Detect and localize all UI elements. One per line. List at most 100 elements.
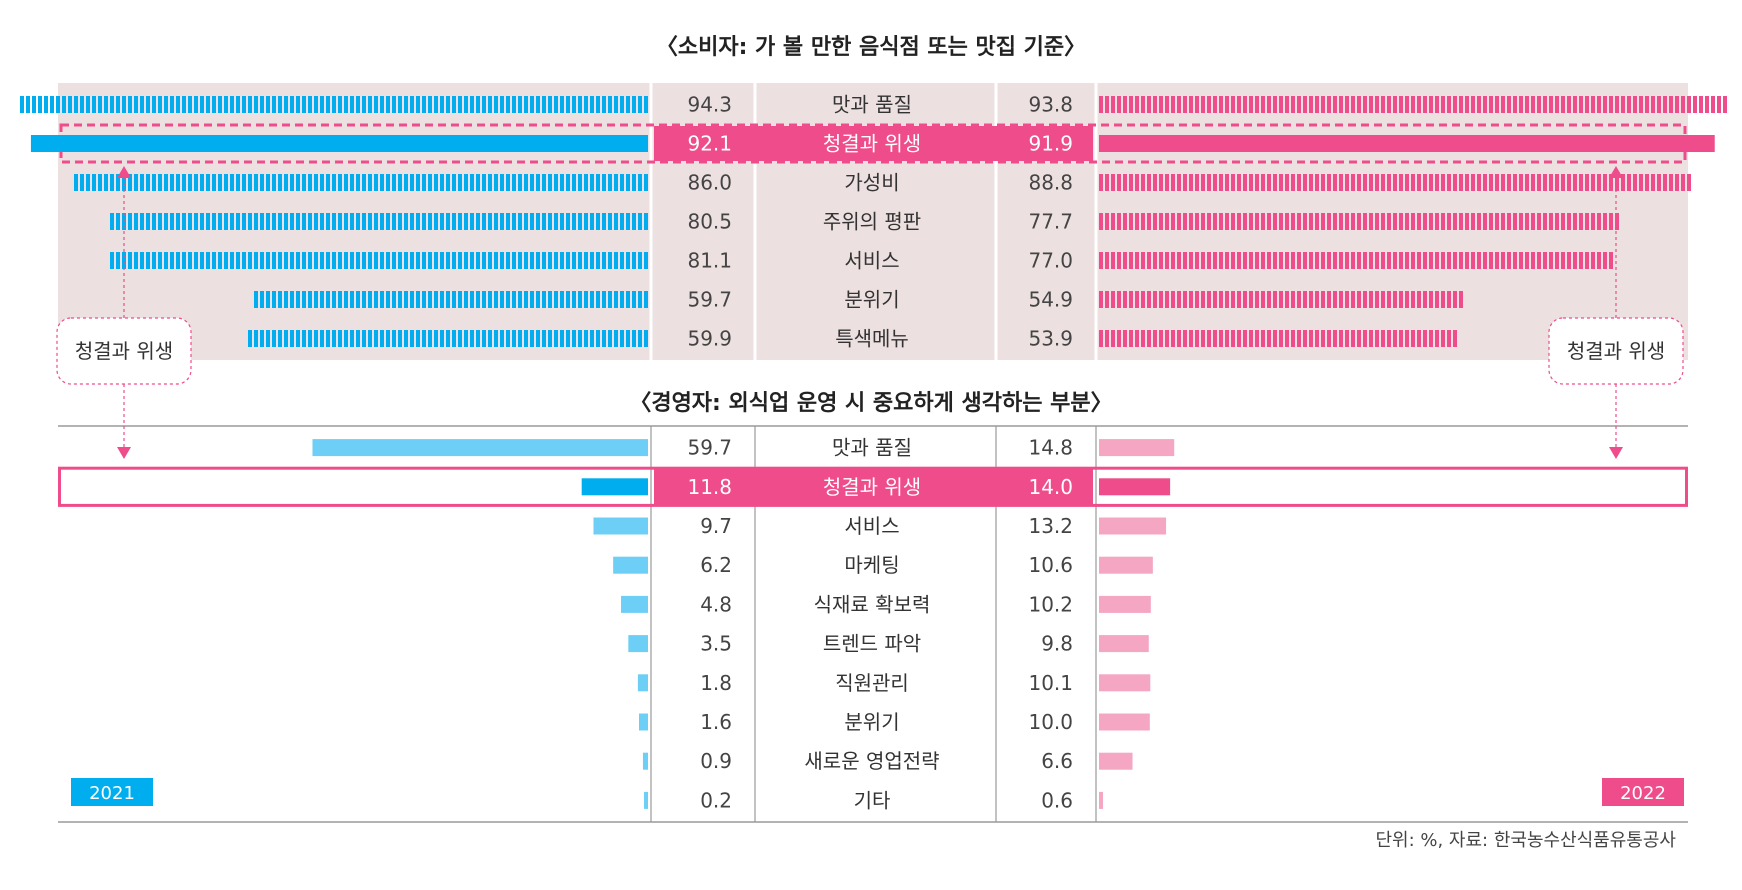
bar-2022 [1099,517,1167,535]
value-label-2021: 11.8 [687,475,732,499]
bar-2021 [74,174,648,191]
bar-2022 [1099,252,1613,269]
bar-2021 [581,478,648,496]
value-label-2021: 0.9 [700,749,732,773]
left-arrow-up-icon [117,166,131,178]
bar-2021 [639,713,648,731]
bar-2022 [1099,713,1150,731]
bar-2022 [1099,752,1133,770]
category-label: 분위기 [844,710,899,734]
bar-2021 [312,439,648,457]
bar-2021 [20,96,648,113]
bar-2021 [248,330,648,347]
value-label-2021: 1.6 [700,710,732,734]
bar-2021 [621,595,648,613]
source-note: 단위: %, 자료: 한국농수산식품유통공사 [1375,830,1676,851]
value-label-2021: 86.0 [687,171,732,195]
bar-2022 [1099,213,1619,230]
value-label-2021: 92.1 [687,132,732,156]
category-label: 특색메뉴 [835,327,909,351]
value-label-2021: 1.8 [700,671,732,695]
value-label-2022: 77.7 [1028,210,1073,234]
value-label-2022: 14.0 [1028,475,1073,499]
bar-2022 [1099,135,1715,152]
value-label-2022: 93.8 [1028,93,1073,117]
right-arrow-up-icon [1609,166,1623,178]
right-arrow-down-icon [1609,447,1623,459]
legend-2022-label: 2022 [1620,783,1666,804]
value-label-2022: 10.6 [1028,553,1073,577]
value-label-2021: 0.2 [700,788,732,812]
bar-2021 [613,556,648,574]
bar-2022 [1099,174,1691,191]
value-label-2021: 59.7 [687,436,732,460]
category-label: 서비스 [844,514,899,538]
highlight-center-band [654,468,1093,506]
legend-2022-swatch [1602,778,1684,806]
value-label-2021: 6.2 [700,553,732,577]
consumer-chart-title: 〈소비자: 가 볼 만한 음식점 또는 맛집 기준〉 [656,35,1086,60]
category-label: 마케팅 [844,553,899,577]
category-label: 새로운 영업전략 [804,749,939,773]
category-label: 기타 [854,788,891,812]
category-label: 가성비 [844,171,899,195]
category-label: 맛과 품질 [832,93,912,117]
value-label-2022: 9.8 [1041,632,1073,656]
category-label: 분위기 [844,288,899,312]
bar-2022 [1099,330,1457,347]
value-label-2021: 59.7 [687,288,732,312]
category-label: 직원관리 [835,671,909,695]
value-label-2022: 88.8 [1028,171,1073,195]
bar-2021 [254,291,648,308]
bar-2022 [1099,595,1151,613]
value-label-2021: 81.1 [687,249,732,273]
bar-2021 [593,517,648,535]
value-label-2022: 91.9 [1028,132,1073,156]
bar-2022 [1099,439,1175,457]
right-callout-label: 청결과 위생 [1567,339,1665,363]
category-label: 청결과 위생 [823,132,921,156]
category-label: 서비스 [844,249,899,273]
value-label-2021: 3.5 [700,632,732,656]
bar-2021 [628,635,648,653]
value-label-2022: 0.6 [1041,788,1073,812]
value-label-2021: 59.9 [687,327,732,351]
value-label-2022: 53.9 [1028,327,1073,351]
bar-2022 [1099,791,1103,809]
category-label: 주위의 평판 [823,210,921,234]
category-label: 트렌드 파악 [823,632,921,656]
bar-2022 [1099,556,1153,574]
highlight-frame [58,466,1688,507]
value-label-2021: 9.7 [700,514,732,538]
category-label: 청결과 위생 [823,475,921,499]
legend-2021-label: 2021 [89,783,135,804]
value-label-2021: 80.5 [687,210,732,234]
value-label-2022: 10.0 [1028,710,1073,734]
value-label-2022: 14.8 [1028,436,1073,460]
bar-2022 [1099,478,1171,496]
value-label-2022: 13.2 [1028,514,1073,538]
highlight-center-band [654,126,1093,161]
value-label-2021: 94.3 [687,93,732,117]
left-callout-label: 청결과 위생 [75,339,173,363]
bar-2022 [1099,96,1727,113]
bar-2021 [30,135,649,152]
bar-2021 [110,252,648,269]
bar-2022 [1099,291,1463,308]
category-label: 식재료 확보력 [814,592,931,616]
value-label-2022: 77.0 [1028,249,1073,273]
category-label: 맛과 품질 [832,436,912,460]
owner-chart-title: 〈경영자: 외식업 운영 시 중요하게 생각하는 부분〉 [629,391,1112,416]
bar-2021 [644,791,648,809]
value-label-2022: 6.6 [1041,749,1073,773]
value-label-2022: 10.2 [1028,592,1073,616]
value-label-2022: 54.9 [1028,288,1073,312]
bar-2021 [637,674,648,692]
bar-2022 [1099,635,1149,653]
value-label-2022: 10.1 [1028,671,1073,695]
legend-2021-swatch [71,778,153,806]
bar-2022 [1099,674,1151,692]
value-label-2021: 4.8 [700,592,732,616]
left-arrow-down-icon [117,447,131,459]
